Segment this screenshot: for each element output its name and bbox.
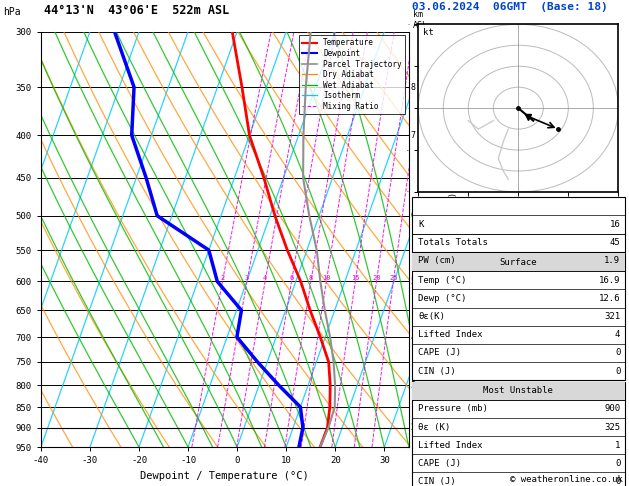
Bar xyxy=(412,382,625,486)
Text: 0: 0 xyxy=(615,459,620,468)
Text: CIN (J): CIN (J) xyxy=(418,366,456,376)
Text: 900: 900 xyxy=(604,404,620,414)
Text: Pressure (mb): Pressure (mb) xyxy=(418,404,488,414)
Text: LCL: LCL xyxy=(411,423,426,432)
Text: 44°13'N  43°06'E  522m ASL: 44°13'N 43°06'E 522m ASL xyxy=(44,4,230,17)
Text: hPa: hPa xyxy=(3,7,21,17)
Text: Totals Totals: Totals Totals xyxy=(418,238,488,247)
Text: 0: 0 xyxy=(615,477,620,486)
Text: K: K xyxy=(418,220,424,229)
Text: 3: 3 xyxy=(411,381,416,390)
Text: 2: 2 xyxy=(220,276,225,281)
Text: CIN (J): CIN (J) xyxy=(418,477,456,486)
Text: Surface: Surface xyxy=(499,258,537,267)
Text: 4: 4 xyxy=(411,332,416,342)
Text: 325: 325 xyxy=(604,422,620,432)
Text: 8: 8 xyxy=(309,276,313,281)
Text: CAPE (J): CAPE (J) xyxy=(418,348,462,358)
Text: 7: 7 xyxy=(411,131,416,140)
Text: 16.9: 16.9 xyxy=(599,276,620,285)
Text: km
ASL: km ASL xyxy=(413,10,428,30)
Legend: Temperature, Dewpoint, Parcel Trajectory, Dry Adiabat, Wet Adiabat, Isotherm, Mi: Temperature, Dewpoint, Parcel Trajectory… xyxy=(299,35,405,114)
Text: Mixing Ratio (g/kg): Mixing Ratio (g/kg) xyxy=(448,192,457,287)
Text: 20: 20 xyxy=(372,276,381,281)
Text: θε (K): θε (K) xyxy=(418,422,450,432)
Text: Lifted Index: Lifted Index xyxy=(418,330,483,339)
Text: 15: 15 xyxy=(351,276,360,281)
Text: 16: 16 xyxy=(610,220,620,229)
Text: 8: 8 xyxy=(411,83,416,92)
Text: 1: 1 xyxy=(615,441,620,450)
Text: 0: 0 xyxy=(615,348,620,358)
Text: 25: 25 xyxy=(389,276,398,281)
Bar xyxy=(412,197,625,252)
Bar xyxy=(412,253,625,380)
Text: 10: 10 xyxy=(322,276,331,281)
Text: Most Unstable: Most Unstable xyxy=(483,386,554,395)
Text: 1.9: 1.9 xyxy=(604,256,620,265)
Text: © weatheronline.co.uk: © weatheronline.co.uk xyxy=(510,474,623,484)
Text: 4: 4 xyxy=(615,330,620,339)
Text: Temp (°C): Temp (°C) xyxy=(418,276,467,285)
Text: 3: 3 xyxy=(245,276,249,281)
Text: 6: 6 xyxy=(289,276,294,281)
Text: 1: 1 xyxy=(411,443,416,451)
Text: Lifted Index: Lifted Index xyxy=(418,441,483,450)
Text: 12.6: 12.6 xyxy=(599,294,620,303)
Text: 5: 5 xyxy=(411,277,416,286)
Text: 0: 0 xyxy=(615,366,620,376)
Text: Dewp (°C): Dewp (°C) xyxy=(418,294,467,303)
Bar xyxy=(412,253,625,271)
Text: 45: 45 xyxy=(610,238,620,247)
Text: 6: 6 xyxy=(411,211,416,220)
Text: 321: 321 xyxy=(604,312,620,321)
Text: CAPE (J): CAPE (J) xyxy=(418,459,462,468)
Text: 2: 2 xyxy=(411,423,416,432)
X-axis label: Dewpoint / Temperature (°C): Dewpoint / Temperature (°C) xyxy=(140,471,309,481)
Text: kt: kt xyxy=(423,28,434,37)
Text: 03.06.2024  06GMT  (Base: 18): 03.06.2024 06GMT (Base: 18) xyxy=(412,2,608,12)
Bar xyxy=(412,382,625,400)
Text: 4: 4 xyxy=(263,276,267,281)
Text: PW (cm): PW (cm) xyxy=(418,256,456,265)
Text: θε(K): θε(K) xyxy=(418,312,445,321)
